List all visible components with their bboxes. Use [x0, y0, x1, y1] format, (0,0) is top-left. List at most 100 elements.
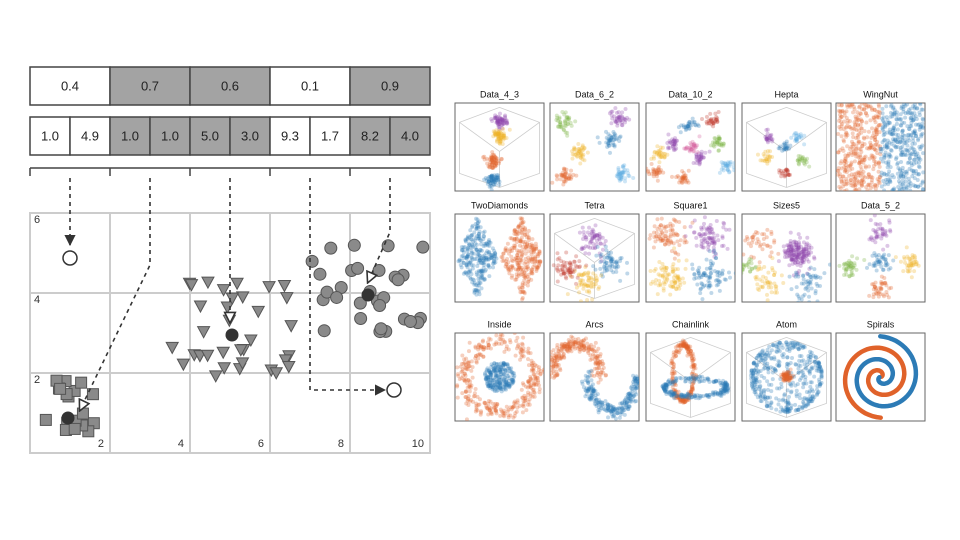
dataset-point: [559, 125, 564, 130]
dataset-point: [851, 149, 856, 154]
dataset-point: [848, 103, 853, 108]
dataset-point: [492, 248, 497, 253]
dataset-point: [692, 377, 697, 382]
dataset-point: [493, 252, 498, 257]
dataset-point: [486, 263, 491, 268]
dataset-point: [573, 263, 578, 268]
dataset-point: [510, 379, 515, 384]
dataset-point: [484, 251, 489, 256]
dataset-point: [501, 361, 506, 366]
dataset-point: [795, 158, 800, 163]
dataset-point: [573, 340, 578, 345]
dataset-point: [487, 405, 492, 410]
dataset-point: [817, 284, 822, 289]
dataset-point: [665, 239, 670, 244]
dataset-point: [723, 380, 728, 385]
dataset-point: [779, 174, 784, 179]
dataset-point: [491, 165, 496, 170]
dataset-point: [689, 375, 694, 380]
dataset-point: [592, 234, 597, 239]
dataset-point: [663, 270, 668, 275]
dataset-point: [527, 245, 532, 250]
panel-frame: [645, 213, 736, 303]
dataset-point: [687, 147, 692, 152]
dataset-point: [562, 343, 567, 348]
dataset-point: [677, 219, 682, 224]
dataset-point: [654, 169, 659, 174]
dataset-point: [527, 259, 532, 264]
dataset-point: [609, 136, 614, 141]
dataset-point: [691, 363, 696, 368]
dataset-point: [896, 179, 901, 184]
dataset-point: [695, 143, 700, 148]
dataset-point: [522, 270, 527, 275]
dataset-point: [494, 341, 499, 346]
dataset-point: [482, 345, 487, 350]
dataset-point: [882, 138, 887, 143]
dataset-point: [670, 359, 675, 364]
dataset-point: [617, 115, 622, 120]
dataset-point: [559, 272, 564, 277]
dataset-point: [683, 266, 688, 271]
dataset-point: [888, 228, 893, 233]
dataset-point: [836, 168, 841, 173]
dataset-point: [582, 272, 587, 277]
dataset-point: [597, 251, 602, 256]
dataset-point: [652, 224, 657, 229]
dataset-point: [853, 116, 858, 121]
dataset-point: [786, 407, 791, 412]
dataset-point: [873, 138, 878, 143]
dataset-point: [694, 156, 699, 161]
dataset-point: [495, 156, 500, 161]
dataset-point: [488, 255, 493, 260]
dataset-point: [801, 281, 806, 286]
dataset-point: [689, 364, 694, 369]
dataset-point: [585, 298, 590, 302]
dataset-point: [708, 118, 713, 123]
dataset-point: [598, 352, 603, 357]
dataset-point: [469, 359, 474, 364]
dataset-point: [533, 378, 538, 383]
dataset-point: [520, 395, 525, 400]
dataset-point: [563, 345, 568, 350]
dataset-point: [460, 353, 465, 358]
dataset-point: [663, 233, 668, 238]
bracket: [29, 167, 431, 176]
dataset-point: [782, 254, 787, 259]
dataset-point: [463, 389, 468, 394]
dataset-point: [608, 150, 613, 155]
dataset-point: [498, 386, 503, 391]
dataset-point: [474, 242, 479, 247]
dataset-point: [896, 185, 901, 190]
dataset-point: [882, 130, 887, 135]
dataset-point: [510, 259, 515, 264]
dataset-point: [709, 227, 714, 232]
dataset-point: [493, 162, 498, 167]
dataset-point: [628, 391, 633, 396]
dataset-point: [843, 156, 848, 161]
dataset-point: [798, 132, 803, 137]
dataset-point: [898, 148, 903, 153]
dataset-point: [573, 152, 578, 157]
dataset-point: [690, 371, 695, 376]
dataset-point: [577, 150, 582, 155]
dataset-point: [507, 267, 512, 272]
dataset-point: [532, 262, 537, 267]
dataset-point: [497, 179, 502, 184]
dataset-point: [581, 345, 586, 350]
dataset-point: [692, 394, 697, 399]
dataset-point: [691, 375, 696, 380]
dataset-point: [673, 142, 678, 147]
dataset-point: [475, 223, 480, 228]
dataset-point: [495, 369, 500, 374]
dataset-point: [849, 172, 854, 177]
dataset-point: [638, 392, 639, 396]
dataset-point: [611, 137, 616, 142]
dataset-point: [597, 140, 602, 145]
dataset-point: [795, 255, 800, 260]
dataset-point: [874, 142, 879, 147]
dataset-point: [504, 380, 509, 385]
dataset-point: [668, 224, 673, 229]
dataset-point: [879, 170, 884, 175]
dataset-point: [856, 181, 861, 186]
